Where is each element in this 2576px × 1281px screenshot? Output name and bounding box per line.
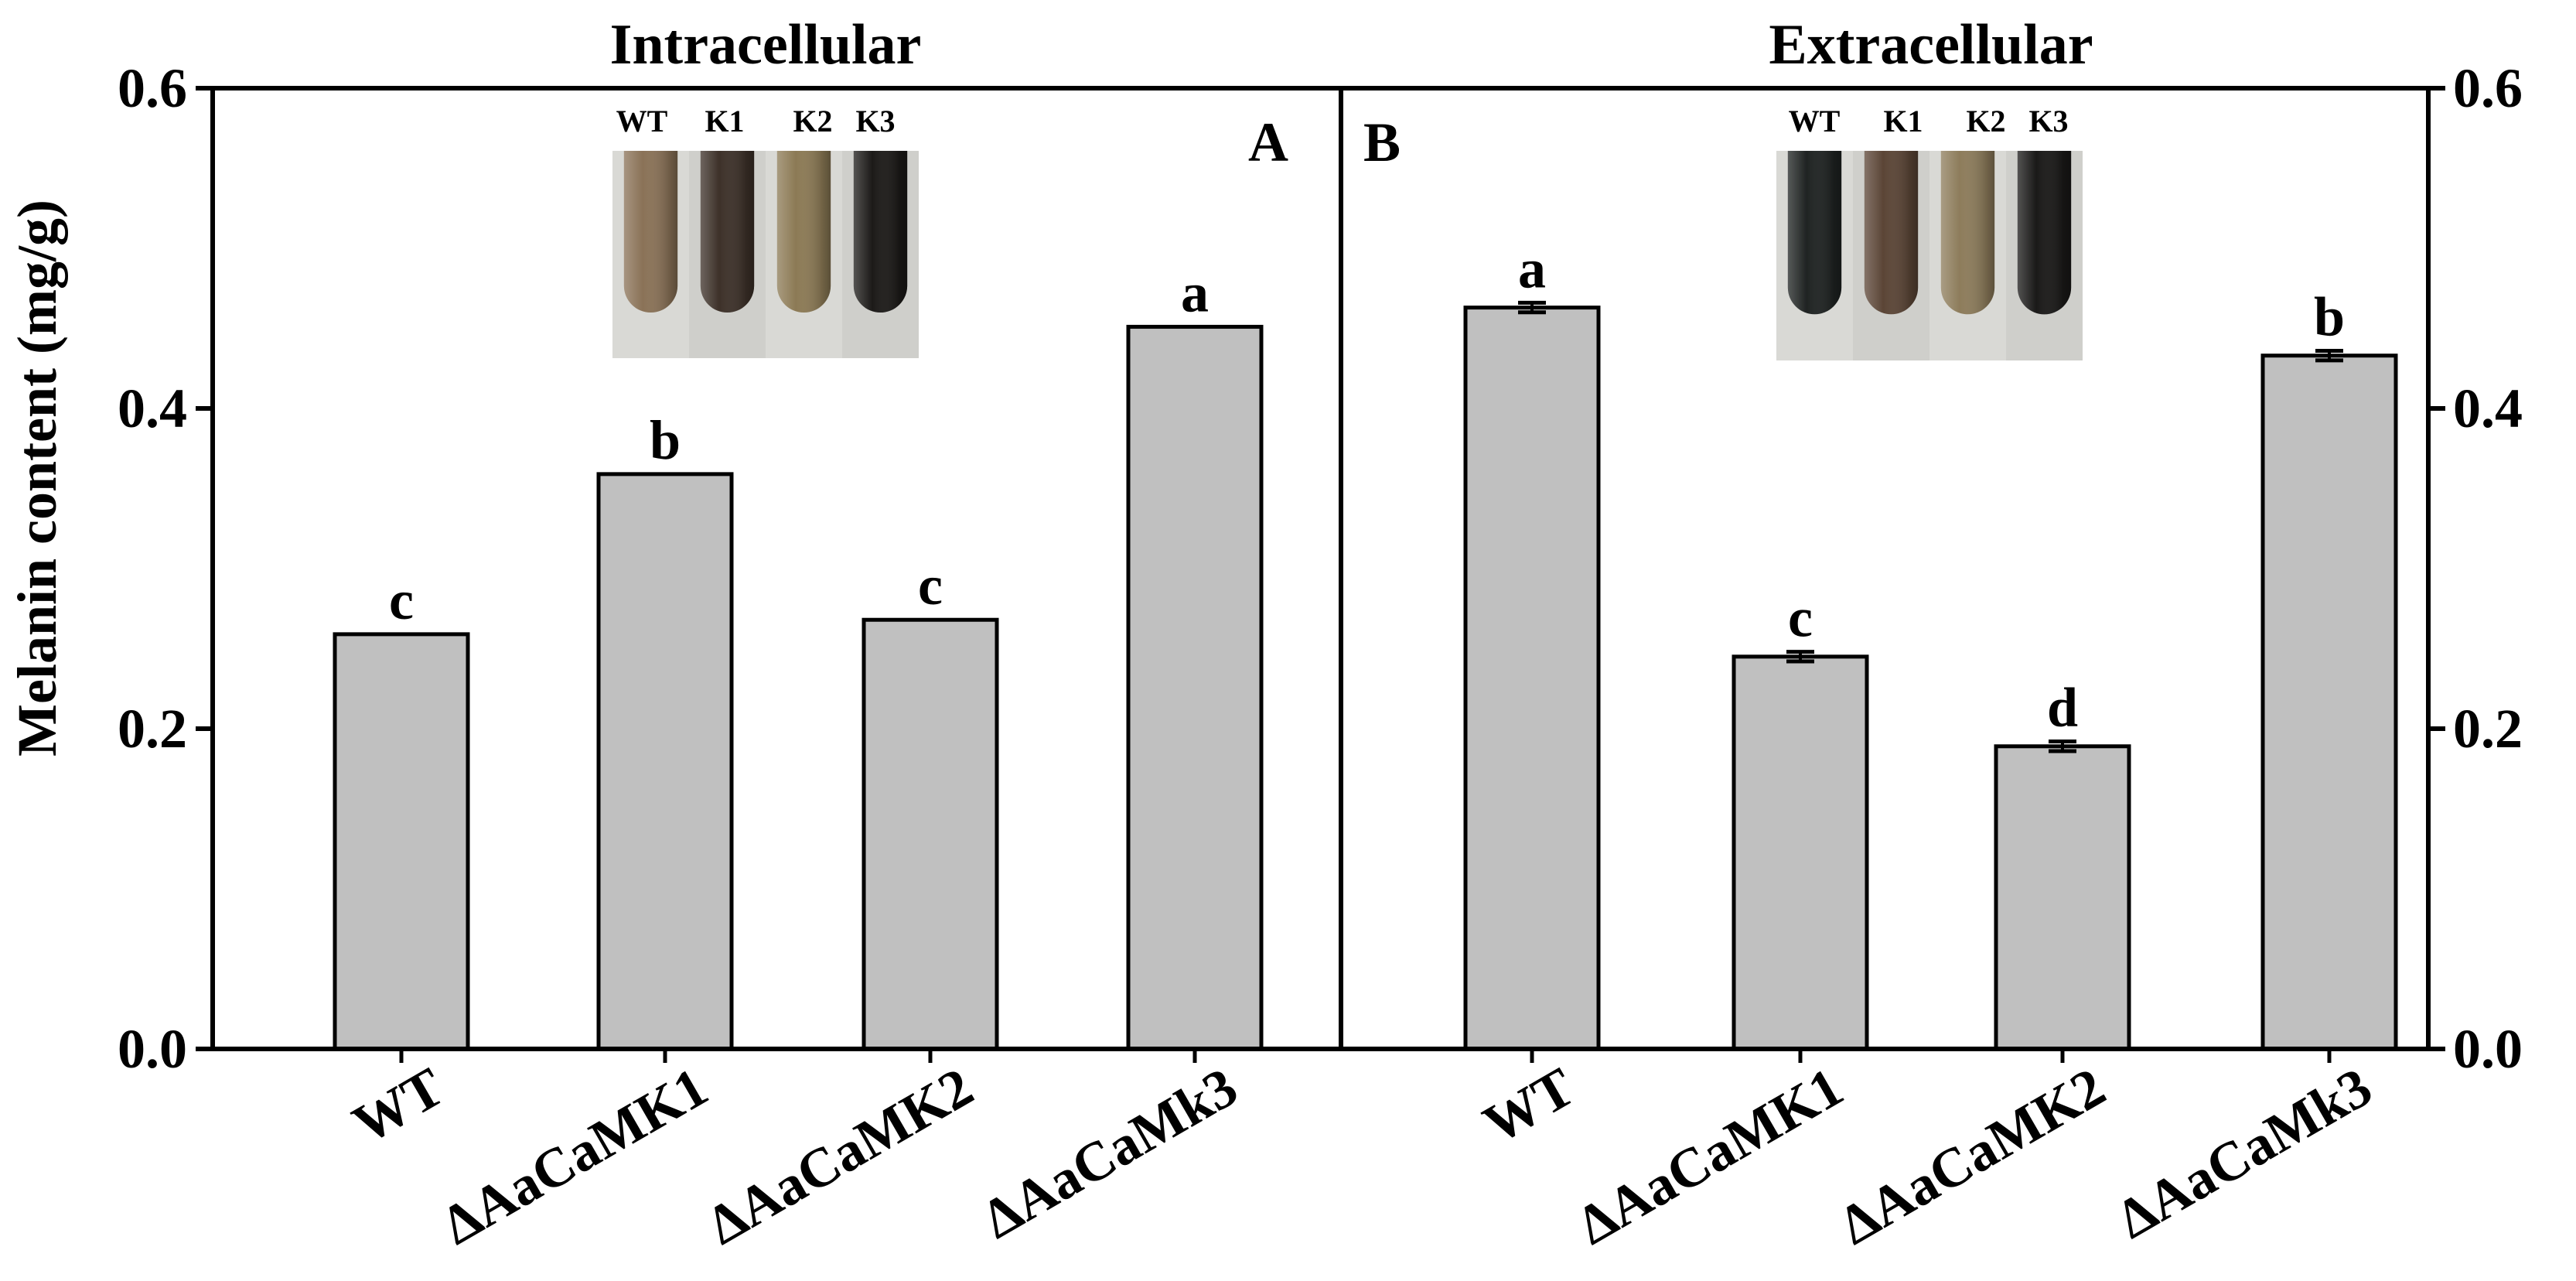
inset-tube-label: K1	[1883, 104, 1923, 138]
panel-title: Intracellular	[610, 13, 922, 77]
y-tick-left-label: 0.0	[118, 1018, 187, 1080]
y-tick-right-label: 0.4	[2453, 377, 2523, 439]
tube-shading	[853, 151, 908, 313]
significance-letter: c	[918, 555, 943, 617]
bar	[2260, 354, 2398, 1051]
y-tick-right-label: 0.2	[2453, 698, 2523, 760]
category-label: ΔAaCaMk3	[972, 1056, 1247, 1251]
category-label: ΔAaCaMK2	[1829, 1056, 2115, 1257]
tube-shading	[776, 151, 831, 313]
inset-tube-label: K1	[705, 104, 744, 138]
significance-letter: c	[1788, 587, 1813, 649]
bar	[596, 472, 734, 1051]
significance-letter: b	[2314, 285, 2345, 347]
significance-letter: b	[650, 409, 681, 471]
bar	[862, 617, 999, 1051]
tube-shading	[700, 151, 755, 313]
bar	[333, 632, 470, 1051]
y-tick-left-label: 0.4	[118, 377, 187, 439]
y-axis-left-ticks: 0.0 0.2 0.4 0.6	[118, 57, 213, 1080]
tube-shading	[1787, 151, 1842, 315]
inset-tube-label: K2	[793, 104, 832, 138]
tube-shading	[1940, 151, 1995, 315]
inset-tube-label: WT	[616, 104, 668, 138]
category-label: ΔAaCaMK1	[1567, 1056, 1853, 1257]
y-tick-left-label: 0.2	[118, 698, 187, 760]
category-label: WT	[343, 1056, 454, 1156]
bar	[1994, 744, 2131, 1051]
panel-title: Extracellular	[1769, 13, 2093, 77]
category-label: WT	[1473, 1056, 1585, 1156]
category-label: ΔAaCaMk3	[2107, 1056, 2382, 1251]
y-axis-label: Melanin content (mg/g)	[6, 200, 68, 757]
panel-a: Intracellular A WT K1 K2 K3 c WT b ΔAaCaMK1 c ΔAaCa…	[333, 13, 1288, 1257]
panel-letter: A	[1248, 111, 1288, 173]
tube-shading	[2017, 151, 2072, 315]
plot-frame	[210, 86, 2431, 1051]
significance-letter: d	[2047, 677, 2078, 739]
panel-b: Extracellular B WT K1 K2 K3 a WT c ΔAaCaMK1 d ΔAaCa…	[1363, 13, 2398, 1257]
inset-tube-label: K2	[1966, 104, 2005, 138]
category-label: ΔAaCaMK2	[697, 1056, 983, 1257]
tube-photo-inset	[612, 151, 919, 358]
category-label: ΔAaCaMK1	[432, 1056, 718, 1257]
panels-layer: Intracellular A WT K1 K2 K3 c WT b ΔAaCaMK1 c ΔAaCa…	[333, 13, 2398, 1257]
inset-tube-label: K3	[2028, 104, 2068, 138]
tube-photo-inset	[1776, 151, 2083, 360]
y-axis-right-ticks: 0.0 0.2 0.4 0.6	[2428, 57, 2523, 1080]
y-tick-right-label: 0.0	[2453, 1018, 2523, 1080]
y-tick-left-label: 0.6	[118, 57, 187, 119]
bar	[1732, 654, 1869, 1051]
significance-letter: a	[1518, 237, 1546, 299]
tube-shading	[623, 151, 678, 313]
bar	[1463, 306, 1601, 1051]
inset-tube-label: WT	[1789, 104, 1841, 138]
significance-letter: a	[1181, 261, 1209, 323]
tube-shading	[1864, 151, 1919, 315]
y-tick-right-label: 0.6	[2453, 57, 2523, 119]
significance-letter: c	[389, 569, 414, 631]
panel-letter: B	[1363, 111, 1401, 173]
bar	[1126, 324, 1264, 1051]
inset-tube-label: K3	[855, 104, 895, 138]
